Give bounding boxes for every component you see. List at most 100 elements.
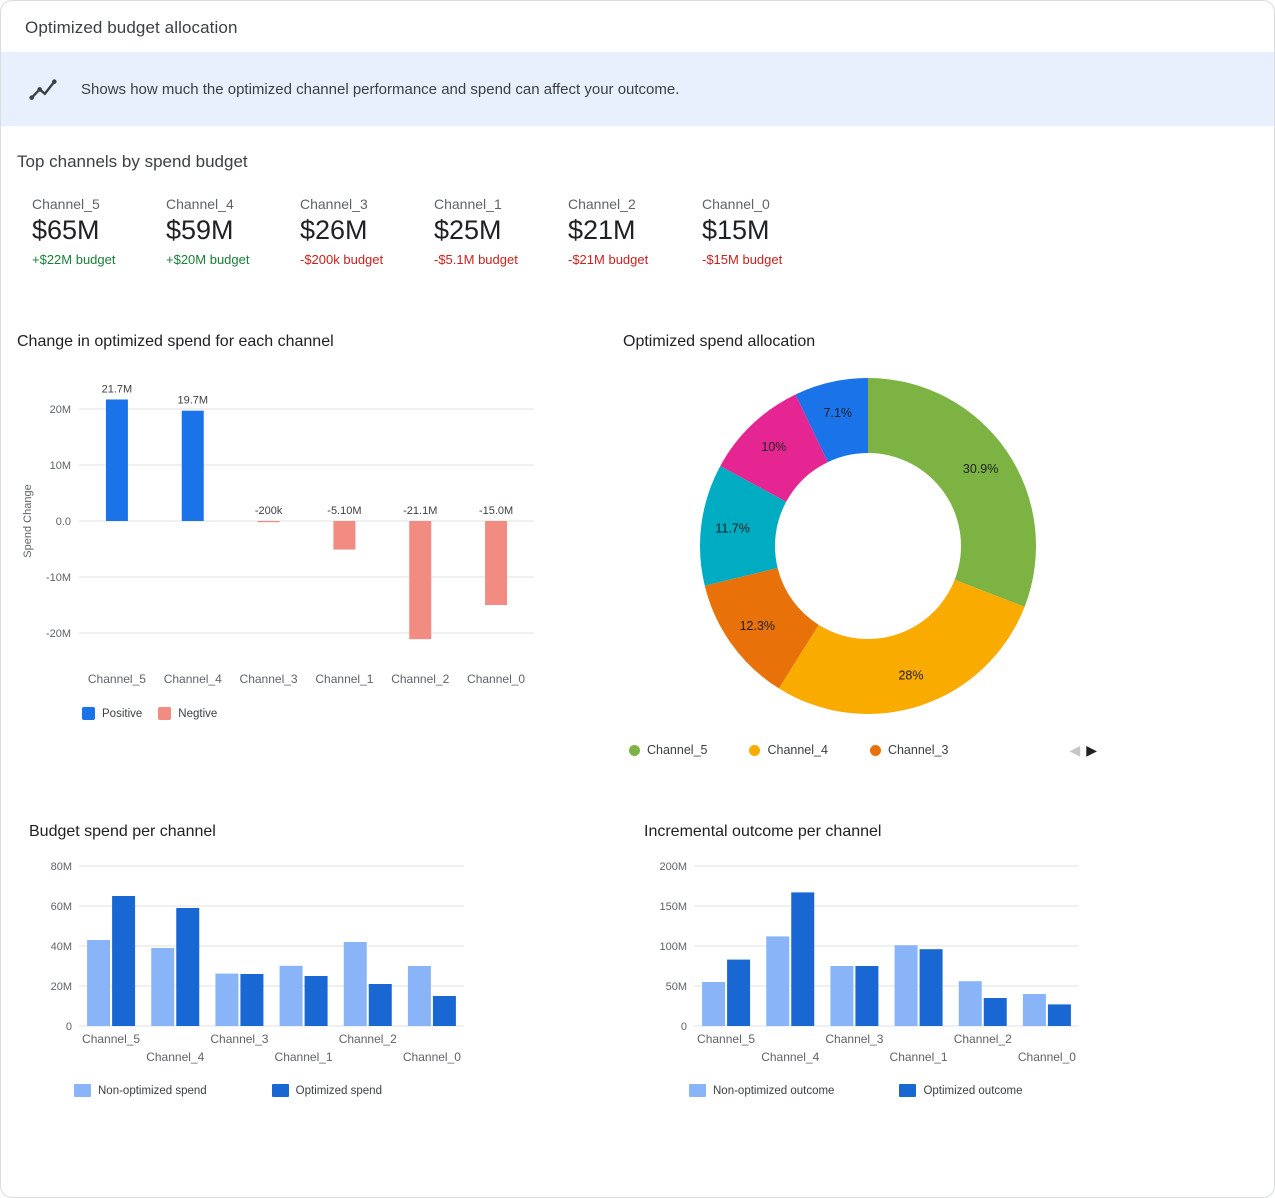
- legend-label: Channel_3: [887, 743, 949, 757]
- y-tick-label: 0.0: [56, 516, 71, 528]
- slice-label: 30.9%: [963, 462, 998, 476]
- legend-item: Non-optimized outcome: [689, 1084, 834, 1097]
- budget-spend-chart: 0 20M 40M 60M 80M Channel_5 Channel_4 Channel_3…: [51, 861, 464, 1064]
- legend-label: Optimized outcome: [923, 1084, 1023, 1097]
- bar: [702, 982, 726, 1026]
- donut-legend-items: Channel_5 Channel_4 Channel_3: [629, 743, 948, 757]
- spend-change-chart: 20M 10M 0.0 -10M -20M Spend Change 21.7M Channe…: [22, 383, 534, 686]
- legend-item: Channel_3: [869, 743, 949, 757]
- donut-slice: [704, 567, 819, 689]
- spend-allocation-chart-block: Optimized spend allocation 30.9% 28% 12.3%…: [623, 333, 1103, 759]
- spend-allocation-donut-chart: 30.9% 28% 12.3% 11.7% 10% 7.1%: [700, 378, 1036, 714]
- legend-prev-icon[interactable]: ◀: [1069, 742, 1081, 758]
- incremental-outcome-legend: Non-optimized outcome Optimized outcome: [689, 1084, 1094, 1097]
- spend-change-legend: Positive Negtive: [82, 707, 573, 720]
- y-tick-label: 200M: [659, 861, 687, 873]
- slice-label: 12.3%: [740, 619, 775, 633]
- y-tick-label: 0: [681, 1021, 687, 1033]
- category-label: Channel_1: [890, 1050, 948, 1064]
- bar: [333, 521, 356, 550]
- category-label: Channel_3: [240, 672, 298, 686]
- y-tick-label: 10M: [50, 460, 71, 472]
- category-label: Channel_4: [146, 1050, 204, 1064]
- bar: [240, 974, 264, 1026]
- bar: [176, 908, 200, 1026]
- bar: [257, 521, 280, 523]
- channel-budget-delta: -$5.1M budget: [434, 252, 518, 267]
- legend-next-icon[interactable]: ▶: [1086, 742, 1097, 758]
- category-label: Channel_2: [339, 1032, 397, 1046]
- category-label: Channel_5: [697, 1032, 755, 1046]
- bar: [407, 966, 431, 1026]
- channel-budget-delta: +$22M budget: [32, 252, 116, 267]
- channel-name: Channel_0: [702, 196, 770, 212]
- y-tick-label: 20M: [51, 981, 72, 993]
- insights-icon: [29, 79, 57, 100]
- legend-swatch: [82, 707, 95, 720]
- legend-item: Positive: [82, 707, 142, 720]
- category-label: Channel_4: [164, 672, 222, 686]
- bar: [343, 942, 367, 1026]
- y-tick-label: -20M: [46, 628, 71, 640]
- value-label: -200k: [255, 505, 283, 517]
- legend-swatch: [749, 744, 761, 756]
- legend-item: Channel_5: [629, 743, 707, 757]
- channel-spend-value: $59M: [166, 215, 234, 245]
- legend-pagination: ◀ ▶: [1067, 741, 1099, 759]
- category-label: Channel_3: [825, 1032, 883, 1046]
- channel-budget-delta: -$21M budget: [568, 252, 649, 267]
- slice-label: 11.7%: [715, 521, 750, 535]
- category-label: Channel_3: [210, 1032, 268, 1046]
- y-axis-label: Spend Change: [22, 484, 34, 557]
- legend-label: Negtive: [178, 707, 218, 720]
- bar: [855, 966, 879, 1026]
- legend-swatch: [271, 1084, 289, 1097]
- channel-budget-delta: +$20M budget: [166, 252, 250, 267]
- bar: [1022, 994, 1046, 1026]
- charts-row-bottom: Budget spend per channel 0 20M 40M 60M 80M Ch…: [1, 823, 1274, 1097]
- bar: [151, 948, 175, 1026]
- bar: [87, 940, 111, 1026]
- legend-label: Non-optimized outcome: [713, 1084, 835, 1097]
- legend-swatch: [899, 1084, 917, 1097]
- bar: [409, 521, 432, 640]
- y-tick-label: 40M: [51, 941, 72, 953]
- category-label: Channel_2: [954, 1032, 1012, 1046]
- category-label: Channel_0: [467, 672, 525, 686]
- channel-name: Channel_5: [32, 196, 100, 212]
- y-tick-label: 100M: [659, 941, 687, 953]
- bar: [105, 399, 128, 521]
- charts-row-top: Change in optimized spend for each chann…: [1, 333, 1274, 759]
- value-label: 21.7M: [102, 383, 133, 395]
- donut-legend: Channel_5 Channel_4 Channel_3 ◀ ▶: [623, 741, 1105, 759]
- channel-card: Channel_0 $15M -$15M budget: [702, 196, 836, 267]
- slice-label: 28%: [898, 669, 923, 683]
- channel-spend-value: $65M: [32, 215, 100, 245]
- chart-title: Incremental outcome per channel: [644, 823, 882, 840]
- channel-card: Channel_3 $26M -$200k budget: [300, 196, 434, 267]
- bar: [1047, 1004, 1071, 1026]
- legend-item: Negtive: [158, 707, 217, 720]
- bar: [983, 998, 1007, 1026]
- legend-label: Optimized spend: [295, 1084, 382, 1097]
- donut-slice: [720, 394, 828, 502]
- channel-card: Channel_2 $21M -$21M budget: [568, 196, 702, 267]
- legend-label: Non-optimized spend: [98, 1084, 207, 1097]
- legend-swatch: [158, 707, 172, 720]
- bar: [368, 984, 392, 1026]
- legend-swatch: [869, 744, 881, 756]
- legend-label: Channel_5: [647, 743, 708, 757]
- budget-spend-chart-block: Budget spend per channel 0 20M 40M 60M 80M Ch…: [29, 823, 479, 1097]
- bar: [727, 959, 751, 1026]
- incremental-outcome-chart-block: Incremental outcome per channel 0 50M 100M…: [644, 823, 1094, 1097]
- value-label: -15.0M: [479, 505, 513, 517]
- legend-swatch: [629, 744, 640, 756]
- budget-spend-legend: Non-optimized spend Optimized spend: [74, 1084, 479, 1097]
- channel-name: Channel_2: [568, 196, 636, 212]
- legend-item: Non-optimized spend: [74, 1084, 207, 1097]
- donut-slice: [778, 579, 1025, 714]
- page-title: Optimized budget allocation: [25, 18, 238, 37]
- channel-card: Channel_4 $59M +$20M budget: [166, 196, 300, 267]
- legend-item: Optimized spend: [271, 1084, 382, 1097]
- channel-card: Channel_1 $25M -$5.1M budget: [434, 196, 568, 267]
